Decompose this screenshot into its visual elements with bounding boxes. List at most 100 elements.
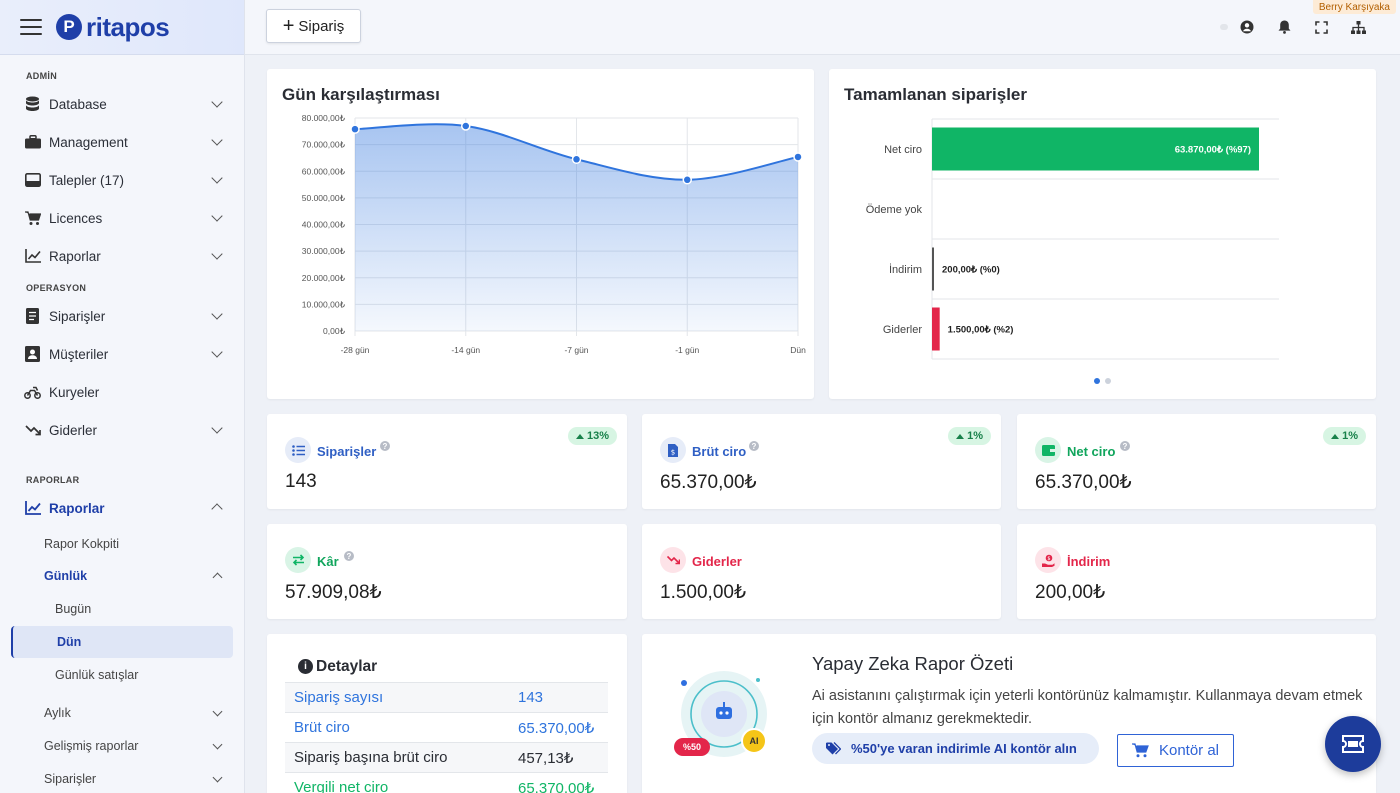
sidebar-item-siparisler[interactable]: Siparişler xyxy=(0,299,244,333)
sidebar-item-licences[interactable]: Licences xyxy=(0,201,244,235)
sidebar-label: Licences xyxy=(49,210,103,226)
details-row: Brüt ciro 65.370,00₺ xyxy=(285,712,608,742)
invoice-icon: $ xyxy=(660,437,686,463)
sidebar-label: Siparişler xyxy=(49,308,106,324)
buy-credits-button[interactable]: Kontör al xyxy=(1117,734,1234,767)
x-tick-label: Dün xyxy=(790,345,806,355)
category-label: Giderler xyxy=(883,324,922,336)
ai-coin-badge: AI xyxy=(741,728,767,754)
stat-value: 1.500,00₺ xyxy=(660,582,747,603)
help-icon[interactable]: ? xyxy=(380,441,390,451)
bar-value-label: 63.870,00₺ (%97) xyxy=(1175,145,1251,156)
stat-label: Net ciro xyxy=(1067,444,1116,459)
day-compare-title: Gün karşılaştırması xyxy=(282,85,440,104)
help-icon[interactable]: ? xyxy=(1120,441,1130,451)
details-title: Detaylar xyxy=(316,658,378,675)
new-order-button[interactable]: + Sipariş xyxy=(266,9,361,43)
details-value: 457,13₺ xyxy=(518,749,574,767)
sidebar-label: Database xyxy=(49,96,107,112)
sitemap-icon[interactable] xyxy=(1350,19,1366,35)
sidebar-sub-gunluk[interactable]: Günlük xyxy=(0,561,244,591)
change-badge: 1% xyxy=(948,427,991,445)
chevron-down-icon xyxy=(212,706,223,717)
sidebar-sub-gunluk-satislar[interactable]: Günlük satışlar xyxy=(55,668,139,682)
fullscreen-icon[interactable] xyxy=(1313,19,1329,35)
user-name-badge[interactable]: Berry Karşıyaka xyxy=(1312,0,1396,14)
arrow-up-icon xyxy=(1331,433,1340,439)
trending-down-icon xyxy=(660,547,686,573)
x-tick-label: -1 gün xyxy=(675,345,699,355)
help-icon[interactable]: ? xyxy=(344,551,354,561)
discount-badge: %50 xyxy=(674,738,710,756)
stat-card-brut-ciro: $ Brüt ciro ? 65.370,00₺ 1% xyxy=(642,414,1001,509)
stat-value: 143 xyxy=(285,471,317,492)
menu-toggle-icon[interactable] xyxy=(20,19,42,35)
trending-down-icon xyxy=(24,422,41,439)
bell-icon[interactable] xyxy=(1276,19,1292,35)
sidebar: P ritapos ADMİN Database Management Tale… xyxy=(0,0,245,793)
sidebar-sub-gelismis[interactable]: Gelişmiş raporlar xyxy=(0,731,244,761)
help-icon[interactable]: ? xyxy=(749,441,759,451)
buy-credits-label: Kontör al xyxy=(1158,742,1220,759)
logo-text[interactable]: ritapos xyxy=(86,11,170,42)
details-key: Sipariş sayısı xyxy=(294,689,384,706)
category-label: İndirim xyxy=(889,263,922,276)
stat-label: Brüt ciro xyxy=(692,444,747,459)
data-point xyxy=(682,175,692,185)
data-point xyxy=(350,124,360,134)
series-area xyxy=(355,124,798,331)
sidebar-item-giderler[interactable]: Giderler xyxy=(0,413,244,447)
completed-orders-card: Tamamlanan siparişler Net ciro 63.870,00₺… xyxy=(829,69,1376,399)
change-value: 13% xyxy=(586,430,609,442)
sidebar-item-talepler[interactable]: Talepler (17) xyxy=(0,163,244,197)
day-compare-chart: 80.000,00₺ 70.000,00₺ 60.000,00₺ 50.000,00₺… xyxy=(302,113,806,355)
inbox-icon xyxy=(24,172,41,189)
sidebar-label: Kuryeler xyxy=(49,384,100,400)
details-value: 65.370,00₺ xyxy=(518,719,595,737)
bar-value-label: 1.500,00₺ (%2) xyxy=(948,325,1014,336)
wallet-icon xyxy=(1035,437,1061,463)
sidebar-sub-aylik[interactable]: Aylık xyxy=(0,698,244,728)
chevron-down-icon xyxy=(211,346,223,358)
sidebar-label: Talepler (17) xyxy=(49,172,125,188)
stat-value: 65.370,00₺ xyxy=(660,472,757,493)
y-tick-label: 10.000,00₺ xyxy=(302,299,346,309)
chevron-down-icon xyxy=(211,172,223,184)
sidebar-item-musteriler[interactable]: Müşteriler xyxy=(0,337,244,371)
chevron-down-icon xyxy=(212,772,223,783)
stat-value: 65.370,00₺ xyxy=(1035,472,1132,493)
sidebar-sub-dun[interactable]: Dün xyxy=(11,626,233,658)
sidebar-sub-bugun[interactable]: Bugün xyxy=(55,602,92,616)
sidebar-item-database[interactable]: Database xyxy=(0,87,244,121)
sidebar-item-raporlar-admin[interactable]: Raporlar xyxy=(0,239,244,273)
sidebar-item-management[interactable]: Management xyxy=(0,125,244,159)
details-row: Vergili net ciro 65.370,00₺ xyxy=(285,772,608,793)
account-icon[interactable] xyxy=(1239,19,1255,35)
pager-dot xyxy=(1094,378,1100,384)
brand-bar: P ritapos xyxy=(0,0,244,55)
chevron-down-icon xyxy=(211,210,223,222)
stat-card-kar: Kâr ? 57.909,08₺ xyxy=(267,524,627,619)
cart-icon xyxy=(1131,743,1149,758)
change-value: 1% xyxy=(967,430,983,442)
ai-promo-button[interactable]: %50'ye varan indirimle AI kontör alın xyxy=(812,733,1099,764)
change-value: 1% xyxy=(1342,430,1358,442)
sidebar-sub-rapor-kokpiti[interactable]: Rapor Kokpiti xyxy=(44,537,120,551)
support-ticket-button[interactable] xyxy=(1325,716,1381,772)
new-order-label: Sipariş xyxy=(298,17,345,35)
list-icon xyxy=(285,437,311,463)
stat-card-net-ciro: Net ciro ? 65.370,00₺ 1% xyxy=(1017,414,1376,509)
sidebar-label: Gelişmiş raporlar xyxy=(44,739,139,753)
details-row: Sipariş başına brüt ciro 457,13₺ xyxy=(285,742,608,772)
sidebar-item-raporlar[interactable]: Raporlar xyxy=(0,491,244,525)
logo-mark: P xyxy=(56,14,82,40)
sidebar-item-kuryeler[interactable]: Kuryeler xyxy=(0,375,244,409)
x-tick-label: -14 gün xyxy=(451,345,480,355)
sidebar-label: Raporlar xyxy=(49,248,101,264)
section-operasyon: OPERASYON xyxy=(26,283,87,293)
y-tick-label: 40.000,00₺ xyxy=(302,220,346,230)
x-tick-label: -7 gün xyxy=(564,345,588,355)
info-icon: i xyxy=(298,659,313,674)
sidebar-sub-siparisler[interactable]: Siparişler xyxy=(0,764,244,793)
sidebar-label: Raporlar xyxy=(49,500,105,516)
